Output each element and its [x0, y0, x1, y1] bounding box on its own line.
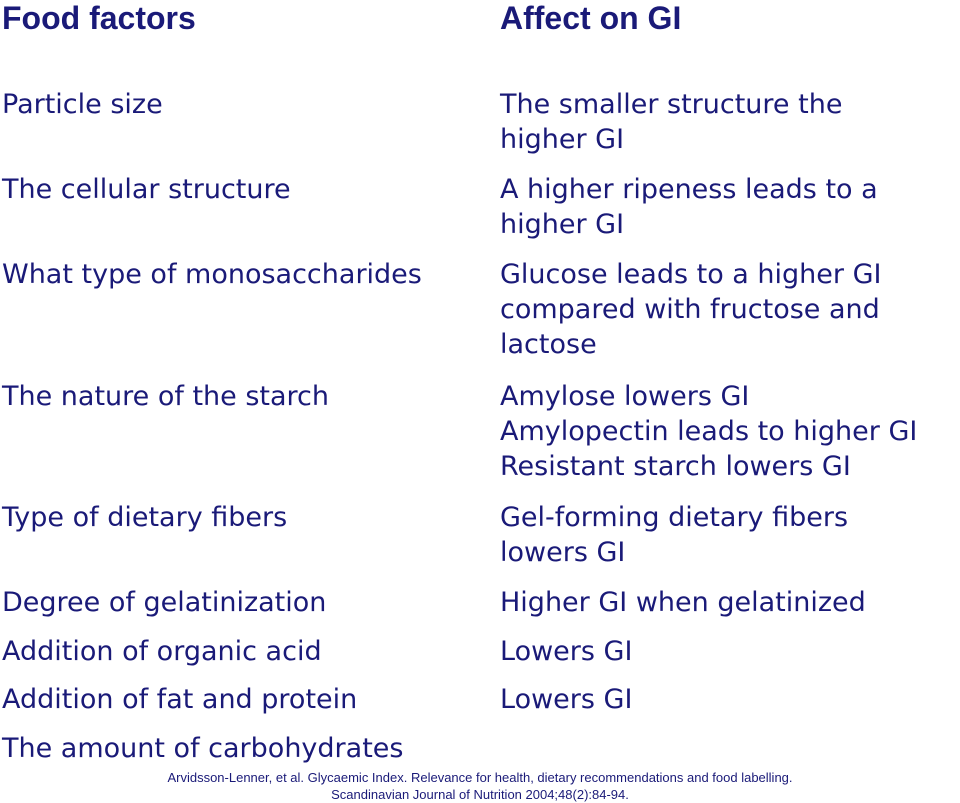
citation-line-1: Arvidsson-Lenner, et al. Glycaemic Index… — [167, 770, 793, 785]
effect-line: compared with fructose and — [500, 294, 880, 325]
header-food-factors: Food factors — [2, 0, 196, 36]
effect-cell: Higher GI when gelatinized — [500, 585, 866, 620]
effect-cell: Glucose leads to a higher GI compared wi… — [500, 257, 881, 362]
effect-cell: Amylose lowers GI Amylopectin leads to h… — [500, 379, 917, 484]
effect-cell: A higher ripeness leads to a higher GI — [500, 172, 878, 242]
factor-cell: Degree of gelatinization — [2, 587, 327, 618]
effect-line: Higher GI when gelatinized — [500, 587, 866, 618]
effect-cell: Lowers GI — [500, 682, 632, 717]
factor-cell: What type of monosaccharides — [2, 259, 422, 290]
effect-line: lactose — [500, 329, 597, 360]
factor-cell: Type of dietary fibers — [2, 502, 288, 533]
effect-cell: Lowers GI — [500, 634, 632, 669]
factor-cell: Addition of fat and protein — [2, 684, 358, 715]
factor-cell: The amount of carbohydrates — [2, 733, 404, 764]
effect-line: Amylopectin leads to higher GI — [500, 416, 918, 447]
factor-cell: Addition of organic acid — [2, 636, 322, 667]
factor-cell: Particle size — [2, 89, 163, 120]
effect-line: higher GI — [500, 209, 625, 240]
effect-cell: The smaller structure the higher GI — [500, 87, 842, 157]
effect-line: Resistant starch lowers GI — [500, 451, 851, 482]
effect-line: higher GI — [500, 124, 625, 155]
effect-line: Gel-forming dietary fibers — [500, 502, 849, 533]
factor-cell: The nature of the starch — [2, 381, 330, 412]
effect-cell: Gel-forming dietary fibers lowers GI — [500, 500, 848, 570]
effect-line: A higher ripeness leads to a — [500, 174, 878, 205]
effect-line: Glucose leads to a higher GI — [500, 259, 882, 290]
effect-line: lowers GI — [500, 537, 626, 568]
effect-line: Amylose lowers GI — [500, 381, 750, 412]
factor-cell: The cellular structure — [2, 174, 291, 205]
header-affect-on-gi: Affect on GI — [500, 0, 682, 36]
citation-line-2: Scandinavian Journal of Nutrition 2004;4… — [331, 787, 629, 802]
effect-line: Lowers GI — [500, 636, 633, 667]
effect-line: The smaller structure the — [500, 89, 843, 120]
effect-line: Lowers GI — [500, 684, 633, 715]
